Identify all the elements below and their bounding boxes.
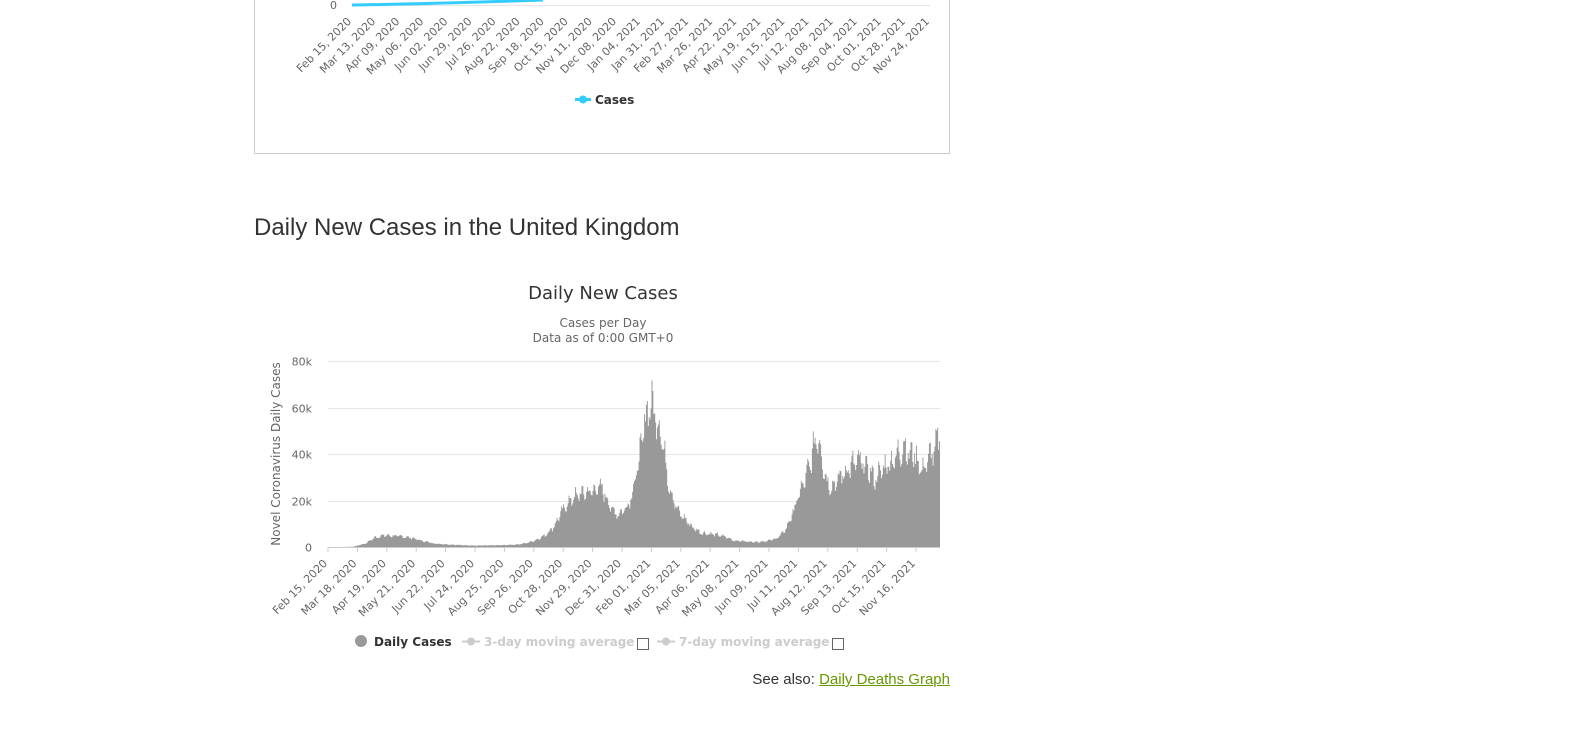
legend-marker-3-day-average: [467, 638, 475, 646]
legend-label-3-day-average: 3-day moving average: [484, 635, 634, 649]
y-tick-label: 60k: [292, 403, 313, 416]
legend-label-daily-cases: Daily Cases: [374, 635, 452, 649]
legend-item-7-day-average[interactable]: 7-day moving average: [657, 635, 829, 649]
y-tick-label: 40k: [292, 449, 313, 462]
legend-item-daily-cases[interactable]: Daily Cases: [355, 635, 452, 649]
cases-line: [352, 0, 543, 5]
top-legend-marker: [579, 96, 587, 104]
daily-cases-bars: [328, 380, 940, 547]
y-tick-label: 20k: [292, 496, 313, 509]
checkbox-3-day-average[interactable]: [638, 639, 649, 650]
y-axis-labels: 0 20k 40k 60k 80k: [292, 356, 313, 555]
daily-new-cases-chart: Daily New Cases Cases per Day Data as of…: [254, 270, 954, 662]
legend-label-7-day-average: 7-day moving average: [679, 635, 829, 649]
chart-subtitle: Cases per Day: [560, 316, 647, 330]
legend-item-3-day-average[interactable]: 3-day moving average: [462, 635, 634, 649]
see-also-prefix: See also:: [752, 671, 815, 688]
top-y-tick-zero: 0: [330, 0, 337, 12]
y-tick-label: 80k: [292, 356, 313, 369]
top-legend-item-cases[interactable]: Cases: [575, 93, 634, 107]
daily-cases-bar-series: [328, 380, 940, 547]
chart-subtitle-date: Data as of 0:00 GMT+0: [533, 331, 674, 345]
checkbox-7-day-average[interactable]: [833, 639, 844, 650]
daily-deaths-graph-link[interactable]: Daily Deaths Graph: [819, 671, 950, 688]
y-axis-title: Novel Coronavirus Daily Cases: [269, 362, 283, 545]
cumulative-cases-chart: 0 Feb 15, 2020 Mar 13, 2020 Apr 09, 2020 Ma…: [254, 0, 950, 154]
chart-title: Daily New Cases: [528, 283, 678, 304]
see-also: See also: Daily Deaths Graph: [752, 671, 950, 688]
legend-marker-daily-cases: [355, 635, 367, 647]
section-heading: Daily New Cases in the United Kingdom: [254, 214, 680, 242]
top-legend-label: Cases: [595, 93, 634, 107]
legend-marker-7-day-average: [662, 638, 670, 646]
y-tick-label: 0: [305, 542, 312, 555]
